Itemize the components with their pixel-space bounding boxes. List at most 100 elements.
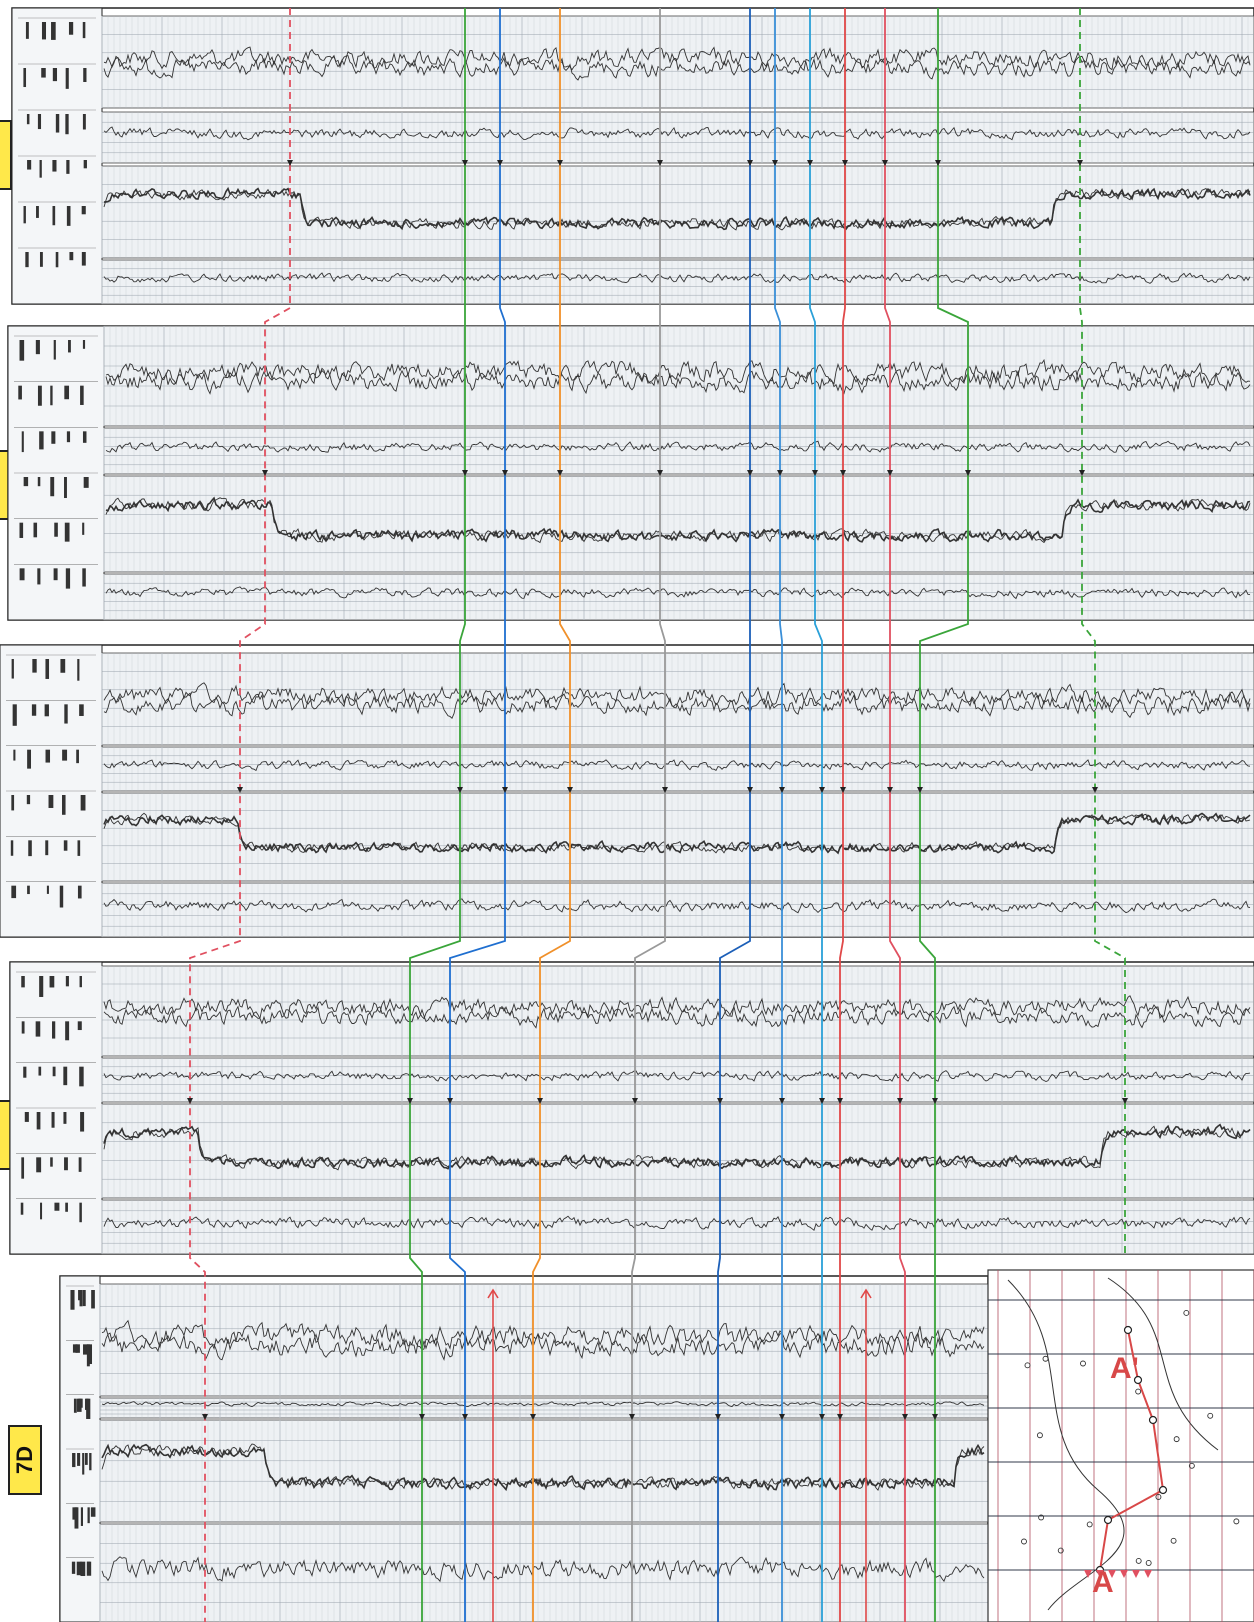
pick-marker — [777, 470, 783, 476]
well-symbol — [1036, 1432, 1043, 1439]
map-label-a-prime: A' — [1110, 1352, 1139, 1385]
well-symbol — [1173, 1436, 1180, 1443]
pick-marker — [935, 160, 941, 166]
tri-marker — [1132, 1570, 1140, 1578]
pick-marker — [447, 1098, 453, 1104]
pick-marker — [965, 470, 971, 476]
well-symbol — [1042, 1355, 1049, 1362]
pick-marker — [462, 160, 468, 166]
red-arrow-head — [487, 1288, 499, 1299]
pick-marker — [629, 1414, 635, 1420]
pick-marker — [897, 1098, 903, 1104]
well-symbol — [1086, 1521, 1093, 1528]
pick-marker — [747, 787, 753, 793]
pick-marker — [932, 1098, 938, 1104]
well-symbol — [1080, 1360, 1086, 1367]
log-track — [101, 1103, 1254, 1199]
log-track — [101, 15, 1254, 109]
pick-marker — [840, 787, 846, 793]
pick-marker — [779, 1414, 785, 1420]
pick-marker — [747, 160, 753, 166]
log-track — [101, 965, 1254, 1057]
pick-marker — [237, 787, 243, 793]
well-symbol — [1233, 1518, 1240, 1525]
log-track — [101, 652, 1254, 746]
pick-marker — [842, 160, 848, 166]
well-panel-2 — [7, 325, 1254, 621]
pick-marker — [657, 160, 663, 166]
well-tag-1 — [0, 120, 12, 190]
well-symbol — [1103, 1515, 1113, 1525]
well-symbol — [1155, 1494, 1162, 1500]
well-symbol — [1207, 1412, 1214, 1419]
pick-marker — [457, 787, 463, 793]
log-track — [99, 1397, 989, 1419]
pick-marker — [807, 160, 813, 166]
well-panel-3 — [0, 644, 1254, 938]
pick-marker — [462, 1414, 468, 1420]
pick-marker — [715, 1414, 721, 1420]
map-frame — [987, 1269, 1254, 1622]
pick-marker — [819, 1414, 825, 1420]
red-arrow-head — [860, 1288, 872, 1299]
log-track — [101, 165, 1254, 259]
pick-marker — [840, 470, 846, 476]
pick-marker — [887, 787, 893, 793]
well-symbol — [1123, 1325, 1133, 1335]
pick-marker — [567, 787, 573, 793]
pick-marker — [917, 787, 923, 793]
section-line — [1099, 1329, 1165, 1571]
pick-marker — [632, 1098, 638, 1104]
pick-marker — [882, 160, 888, 166]
pick-marker — [502, 470, 508, 476]
pick-marker — [819, 787, 825, 793]
well-symbol — [1183, 1310, 1190, 1316]
log-track — [101, 1199, 1254, 1255]
pick-marker — [557, 160, 563, 166]
pick-marker — [530, 1414, 536, 1420]
pick-marker — [557, 470, 563, 476]
well-symbol — [1021, 1538, 1027, 1545]
well-symbol — [1057, 1547, 1064, 1554]
log-track — [103, 325, 1254, 427]
well-symbol — [1133, 1375, 1143, 1385]
log-track — [101, 111, 1254, 164]
map-label-a: A — [1092, 1566, 1114, 1599]
pick-marker — [779, 1098, 785, 1104]
correlation-line-m12 — [1079, 8, 1126, 1254]
well-tag-7d: 7D — [8, 1425, 42, 1495]
pick-marker — [887, 470, 893, 476]
log-track — [101, 1057, 1254, 1103]
pick-marker — [717, 1098, 723, 1104]
pick-marker — [407, 1098, 413, 1104]
log-track — [99, 1419, 989, 1523]
well-panel-5 — [59, 1275, 989, 1622]
pick-marker — [772, 160, 778, 166]
log-track — [99, 1523, 989, 1622]
log-track — [101, 259, 1254, 305]
well-symbol — [1188, 1462, 1195, 1469]
tri-marker — [1120, 1570, 1128, 1578]
pick-marker — [262, 470, 268, 476]
pick-marker — [779, 787, 785, 793]
pick-marker — [657, 470, 663, 476]
well-log-panels — [0, 7, 1254, 1622]
pick-marker — [902, 1414, 908, 1420]
log-track — [101, 746, 1254, 792]
pick-marker — [419, 1414, 425, 1420]
pick-marker — [1122, 1098, 1128, 1104]
pick-marker — [1092, 787, 1098, 793]
location-map: A A' — [987, 1269, 1254, 1622]
well-symbol — [1135, 1388, 1142, 1395]
log-track — [101, 792, 1254, 882]
log-track — [103, 427, 1254, 475]
tri-marker — [1108, 1570, 1116, 1578]
pick-marker — [837, 1098, 843, 1104]
pick-marker — [502, 787, 508, 793]
pick-marker — [187, 1098, 193, 1104]
pick-marker — [497, 160, 503, 166]
well-symbol — [1024, 1362, 1031, 1369]
tri-marker — [1084, 1570, 1092, 1578]
pick-marker — [537, 1098, 543, 1104]
